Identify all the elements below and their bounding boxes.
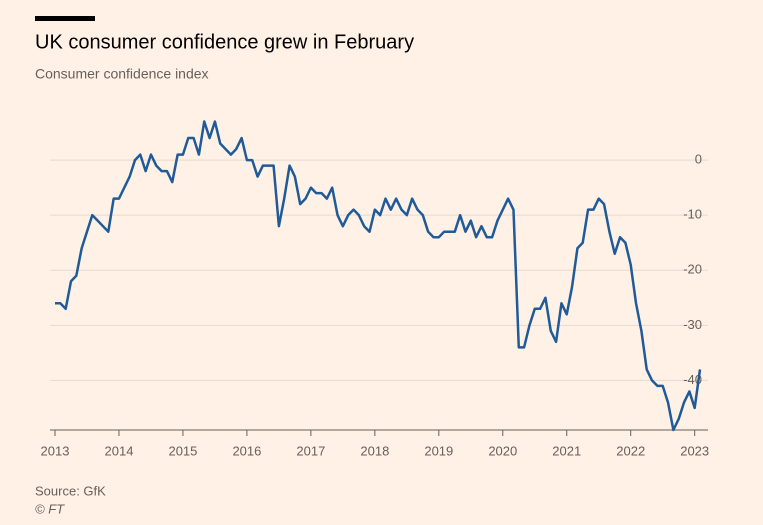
- x-tick-label: 2020: [488, 443, 517, 458]
- chart-subtitle: Consumer confidence index: [35, 66, 209, 82]
- x-tick-label: 2018: [360, 443, 389, 458]
- y-tick-label: -20: [683, 262, 702, 277]
- source: Source: GfK: [35, 483, 106, 498]
- x-tick-label: 2013: [41, 443, 70, 458]
- y-tick-label: -10: [683, 207, 702, 222]
- x-tick-label: 2021: [552, 443, 581, 458]
- x-tick-label: 2019: [424, 443, 453, 458]
- y-tick-label: -30: [683, 317, 702, 332]
- credit: © FT: [35, 501, 65, 516]
- line: [55, 120, 702, 432]
- x-tick-label: 2016: [232, 443, 261, 458]
- chart-title: UK consumer confidence grew in February: [35, 31, 414, 53]
- x-tick-label: 2023: [680, 443, 709, 458]
- title-bar: [35, 16, 95, 21]
- x-tick-label: 2014: [105, 443, 134, 458]
- y-tick-label: 0: [695, 152, 702, 167]
- x-tick-label: 2015: [168, 443, 197, 458]
- x-tick-label: 2017: [296, 443, 325, 458]
- x-tick-label: 2022: [616, 443, 645, 458]
